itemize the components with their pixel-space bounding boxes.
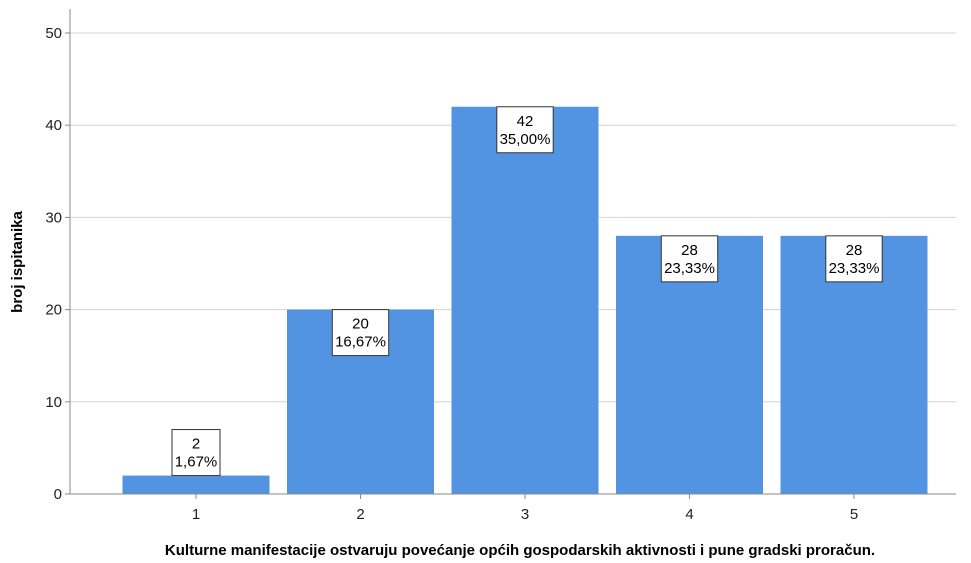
y-tick-label: 0 [54, 486, 62, 503]
data-label-percent: 1,67% [175, 454, 218, 471]
data-label-box [825, 235, 883, 283]
bar [451, 106, 599, 494]
y-tick-label: 40 [45, 117, 62, 134]
data-label-box [331, 309, 390, 357]
data-label-percent: 23,33% [829, 260, 880, 277]
data-label-count: 28 [681, 242, 698, 259]
data-label-box [171, 429, 221, 477]
y-tick-label: 30 [45, 209, 62, 226]
data-label-count: 2 [192, 436, 200, 453]
x-tick-label: 1 [192, 506, 200, 523]
axes: 0 10 20 30 40 50 1 2 3 4 5 [45, 9, 956, 523]
data-label-box [660, 235, 719, 283]
data-label-count: 28 [846, 242, 863, 259]
y-tick-label: 50 [45, 25, 62, 42]
x-tick-label: 5 [850, 506, 858, 523]
data-label-count: 20 [352, 316, 369, 333]
data-label-box [496, 106, 554, 154]
y-tick-label: 20 [45, 302, 62, 319]
data-label-percent: 23,33% [664, 260, 715, 277]
bars [122, 106, 928, 494]
data-label-count: 42 [517, 113, 534, 130]
x-tick-label: 4 [685, 506, 693, 523]
y-tick-label: 10 [45, 394, 62, 411]
x-tick-label: 2 [356, 506, 364, 523]
data-label: 21,67% [171, 429, 221, 477]
x-tick-label: 3 [521, 506, 529, 523]
data-label-percent: 16,67% [335, 334, 386, 351]
data-label-percent: 35,00% [500, 131, 551, 148]
x-axis-title: Kulturne manifestacije ostvaruju povećan… [165, 542, 875, 559]
bar [122, 475, 270, 494]
y-axis-title: broj ispitanika [9, 211, 26, 313]
